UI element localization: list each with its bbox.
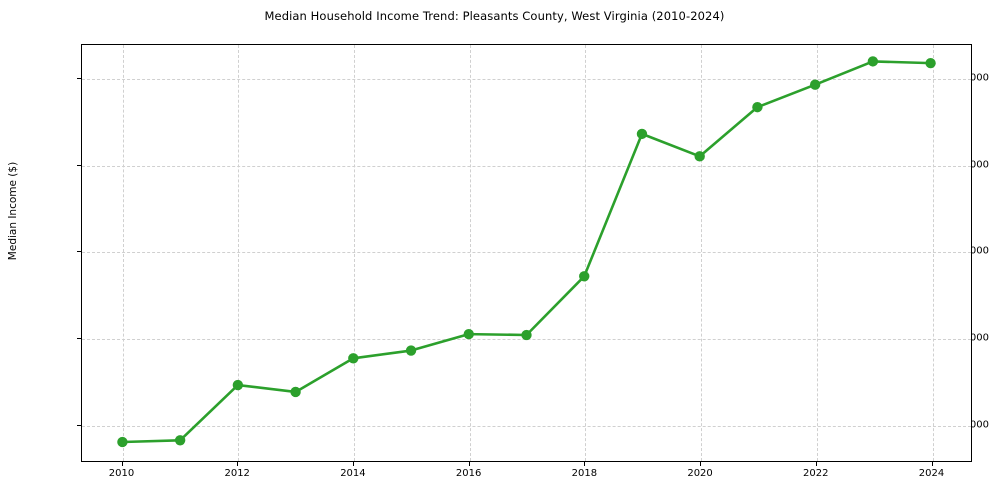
x-axis-tick-mark [815,462,817,466]
data-point-marker [809,79,821,90]
data-point-marker [405,345,417,356]
plot-area [81,44,972,462]
x-axis-tick-mark [121,462,123,466]
data-point-marker [174,435,186,446]
data-point-marker [463,328,474,340]
y-axis-tick-mark [77,251,81,253]
x-axis-tick-label: 2014 [340,468,366,479]
x-axis-tick-label: 2024 [918,468,945,479]
data-point-marker [752,101,763,113]
data-point-marker [867,56,879,67]
data-point-marker [579,271,590,282]
x-axis-tick-mark [931,462,933,466]
chart-title: Median Household Income Trend: Pleasants… [264,9,725,23]
x-axis-tick-mark [700,462,702,466]
x-axis-tick-label: 2022 [803,468,829,479]
y-axis-tick-mark [77,77,81,79]
x-axis-tick-label: 2010 [108,468,135,479]
y-axis-tick-mark [77,424,81,426]
data-point-marker [117,436,128,448]
y-axis-label: Median Income ($) [7,161,19,261]
y-axis-tick-mark [77,337,81,339]
y-axis-tick-mark [77,164,81,166]
data-point-marker [232,379,244,391]
income-trend-markers [117,56,936,448]
x-axis-tick-label: 2018 [571,468,598,479]
x-axis-tick-mark [352,462,354,466]
x-axis-tick-mark [468,462,470,466]
data-point-marker [348,353,359,364]
x-axis-tick-label: 2016 [455,468,482,479]
data-point-marker [694,151,705,162]
data-point-marker [521,329,532,341]
data-point-marker [925,57,936,69]
income-trend-line [121,60,932,444]
line-series-svg [117,56,936,448]
x-axis-tick-mark [237,462,239,466]
data-point-marker [290,386,301,398]
data-point-marker [636,128,648,140]
x-axis-tick-label: 2012 [224,468,250,479]
x-axis-tick-mark [584,462,586,466]
x-axis-tick-label: 2020 [687,468,713,479]
